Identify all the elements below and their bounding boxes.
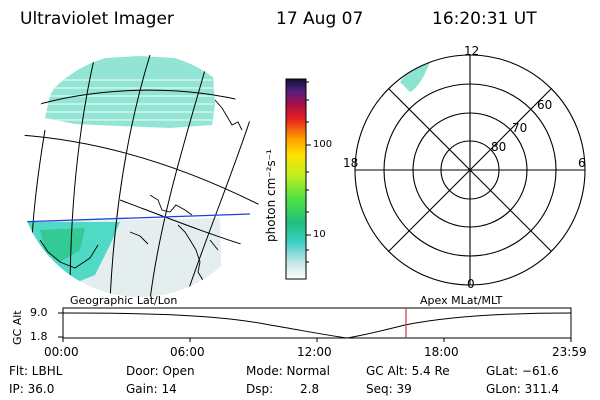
mlt-label-6: 6: [578, 156, 586, 170]
filter-status: Flt: LBHL: [9, 364, 63, 378]
time-tick-0000: 00:00: [44, 345, 79, 359]
dsp-label: Dsp:: [246, 382, 274, 396]
mode-status: Mode: Normal: [246, 364, 330, 378]
time-tick-1200: 12:00: [297, 345, 332, 359]
mlt-label-0: 0: [467, 277, 475, 291]
time-tick-0600: 06:00: [170, 345, 205, 359]
color-scale-bar: [285, 78, 307, 280]
date-label: 17 Aug 07: [276, 9, 364, 29]
altitude-axis-label: GC Alt: [11, 310, 24, 345]
door-status: Door: Open: [126, 364, 195, 378]
mlat-label-60: 60: [537, 98, 553, 112]
mlt-label-18: 18: [343, 156, 359, 170]
polar-panel-label: Apex MLat/MLT: [420, 294, 503, 307]
colorbar-tick-10: 10: [313, 229, 326, 240]
auroral-image-upper: [45, 56, 215, 128]
dsp-value: 2.8: [300, 382, 320, 396]
time-tick-2359: 23:59: [552, 345, 587, 359]
map-panel-label: Geographic Lat/Lon: [70, 294, 178, 307]
gc-alt-status: GC Alt: 5.4 Re: [366, 364, 450, 378]
geographic-map: [18, 54, 261, 297]
mlt-label-12: 12: [464, 44, 480, 58]
polar-plot: [354, 54, 586, 286]
ip-status: IP: 36.0: [9, 382, 55, 396]
altitude-plot: [58, 307, 572, 342]
glat-status: GLat: −61.6: [486, 364, 559, 378]
colorbar-tick-100: 100: [313, 139, 333, 150]
gain-status: Gain: 14: [126, 382, 177, 396]
altitude-tick-1-8: 1.8: [30, 330, 48, 343]
mlat-label-70: 70: [512, 121, 528, 135]
seq-status: Seq: 39: [366, 382, 412, 396]
time-tick-1800: 18:00: [424, 345, 459, 359]
time-label: 16:20:31 UT: [432, 9, 537, 29]
polar-auroral-image: [400, 56, 430, 92]
colorbar-unit-label: photon cm⁻²s⁻¹: [264, 149, 278, 242]
instrument-title: Ultraviolet Imager: [20, 9, 174, 29]
glon-status: GLon: 311.4: [486, 382, 559, 396]
mlat-label-80: 80: [491, 140, 507, 154]
altitude-tick-9: 9.0: [30, 306, 48, 319]
